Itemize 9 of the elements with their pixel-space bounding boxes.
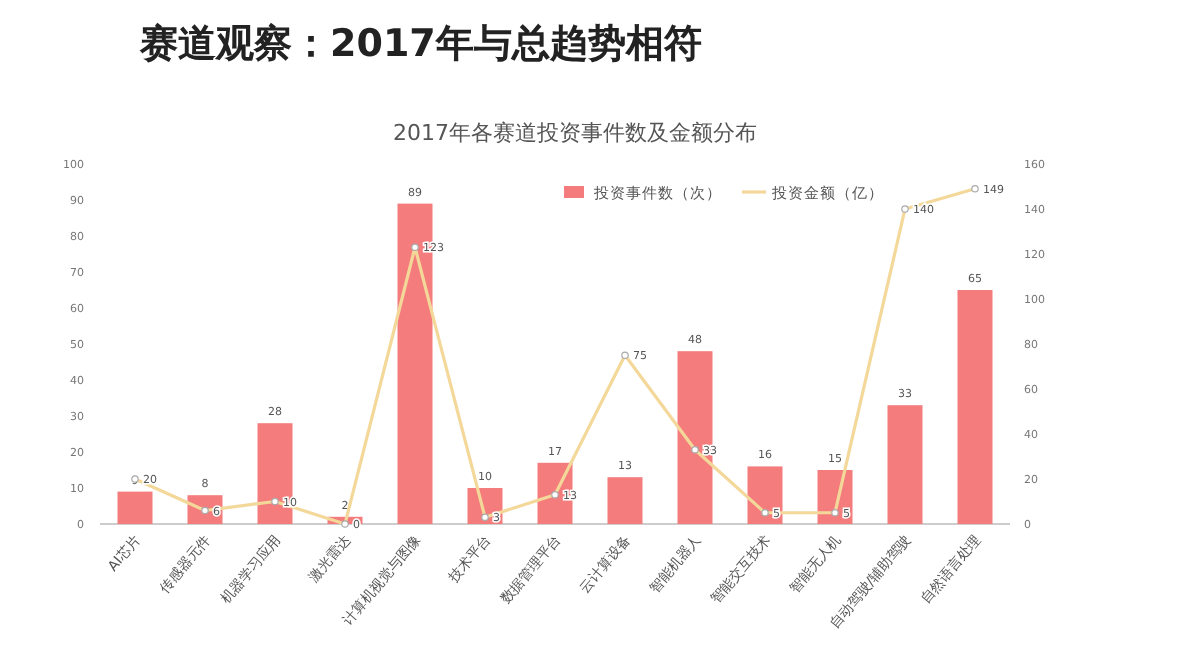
bar (747, 466, 783, 524)
chart-title: 赛道观察：2017年与总趋势相符 (138, 22, 702, 66)
bar (957, 290, 993, 524)
bar (887, 405, 923, 524)
bar (677, 351, 713, 524)
bar (117, 491, 153, 524)
bar (607, 477, 643, 524)
bar (257, 423, 293, 524)
chart-subtitle: 2017年各赛道投资事件数及金额分布 (393, 120, 757, 146)
